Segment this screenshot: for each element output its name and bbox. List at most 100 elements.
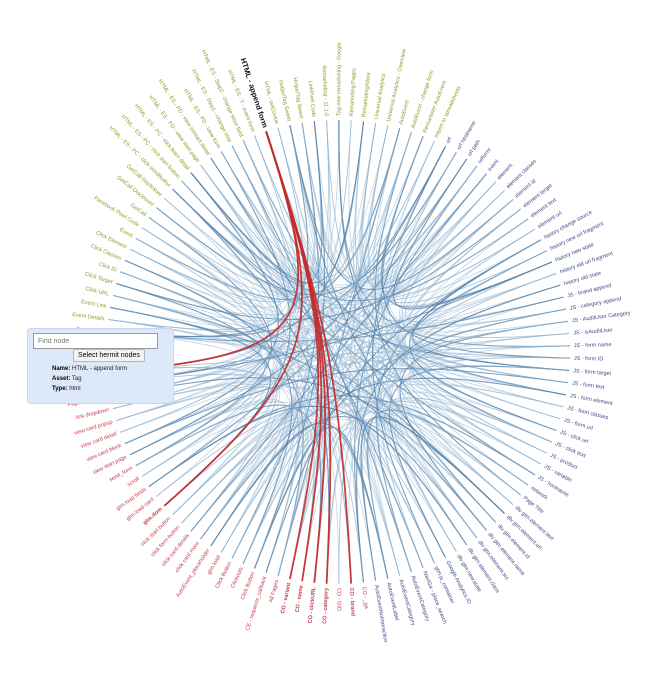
link-curve: [380, 136, 547, 454]
node-label[interactable]: JS - form name: [574, 342, 612, 349]
node-label[interactable]: Universal Analytics: [374, 73, 387, 120]
node-label[interactable]: CO - category: [322, 587, 330, 624]
node-label[interactable]: Remarketing Pages: [349, 68, 358, 117]
node-label[interactable]: GetCall Disclosure: [115, 175, 154, 208]
link-curve: [373, 357, 570, 576]
node-label[interactable]: dlv gtm.element.url: [505, 514, 543, 551]
node-label[interactable]: event: [487, 158, 501, 173]
link-curve: [120, 271, 309, 580]
link-curve: [129, 333, 570, 456]
node-label[interactable]: url path: [467, 139, 482, 158]
node-label[interactable]: JS - brand append: [567, 283, 612, 300]
link-curve: [265, 239, 542, 573]
node-label[interactable]: gtm.load: [206, 555, 222, 576]
link-curve: [367, 397, 552, 579]
link-curve: [124, 259, 293, 564]
node-label[interactable]: CO - brand: [348, 587, 356, 616]
node-info: Name: HTML - append form Asset: Tag Type…: [52, 364, 127, 394]
node-label[interactable]: JS - form element: [569, 393, 613, 407]
node-label[interactable]: Event Link: [81, 299, 108, 310]
link-curve: [210, 157, 424, 569]
node-label[interactable]: Event: [118, 227, 134, 239]
link-curve: [112, 375, 552, 443]
node-label[interactable]: Hotjar/Tag Sweet: [292, 77, 304, 120]
link-curve: [359, 123, 487, 531]
node-label[interactable]: link dropdown: [76, 407, 110, 421]
node-label[interactable]: CO - name: [295, 585, 305, 613]
select-hermit-nodes-button[interactable]: Select hermit nodes: [73, 349, 145, 362]
node-asset-label: Asset:: [52, 376, 71, 382]
node-label[interactable]: GetCall Disclosure: [125, 164, 163, 199]
node-label[interactable]: Facebook Pixel Code: [93, 195, 140, 228]
link-curve: [124, 368, 569, 445]
link-curve: [181, 239, 542, 524]
node-label[interactable]: CO - _ga: [360, 586, 369, 610]
highlight-link-curve: [265, 131, 353, 584]
node-label[interactable]: Click Target: [84, 271, 114, 285]
node-label[interactable]: JS - form text: [571, 381, 605, 391]
node-label[interactable]: JS - form target: [573, 368, 612, 377]
link-curve: [398, 181, 542, 465]
link-curve: [112, 173, 487, 322]
find-node-input[interactable]: [33, 333, 158, 349]
link-curve: [110, 164, 280, 397]
link-curve: [377, 273, 557, 573]
node-label[interactable]: JS - form url: [563, 418, 593, 432]
link-curve: [124, 260, 570, 359]
node-label[interactable]: JS - click url: [559, 430, 589, 446]
link-curve: [124, 199, 514, 444]
link-curve: [210, 157, 505, 514]
link-curve: [353, 121, 446, 558]
node-label[interactable]: network: [529, 485, 548, 501]
node-label[interactable]: All Pages: [268, 579, 280, 603]
node-label[interactable]: Remarketing - 11.1.0: [320, 65, 328, 116]
link-curve: [141, 407, 389, 579]
link-curve: [110, 307, 262, 421]
node-label[interactable]: CO - variant: [280, 582, 292, 614]
link-curve: [106, 331, 567, 396]
link-curve: [220, 228, 536, 553]
link-curve: [277, 127, 457, 552]
node-label[interactable]: CO - clickURL: [308, 586, 318, 624]
node-label[interactable]: dlv gtm.element.src: [476, 540, 509, 582]
link-curve: [129, 248, 564, 408]
link-curve: [289, 124, 497, 523]
link-curve: [110, 273, 557, 333]
link-curve: [231, 165, 478, 559]
node-label[interactable]: JS - isAuditUser: [573, 327, 613, 336]
link-curve: [116, 356, 570, 421]
node-label[interactable]: history new url fragment: [549, 221, 605, 252]
node-label[interactable]: Tag new remarketing - Google: [336, 42, 342, 116]
node-label[interactable]: Click Button: [240, 571, 256, 601]
node-label[interactable]: Click URL: [85, 286, 110, 298]
node-label[interactable]: LinkPixel Code: [307, 80, 317, 117]
node-label[interactable]: AutoEventLabel: [385, 582, 399, 621]
node-label[interactable]: history change source: [543, 210, 593, 241]
link-curve: [129, 248, 567, 332]
node-label[interactable]: JS - AuditUser Category: [572, 310, 632, 324]
node-label[interactable]: Clickouts: [230, 566, 245, 589]
node-label[interactable]: JS - category append: [569, 296, 622, 312]
node-label[interactable]: Event Details: [72, 312, 105, 322]
link-curve: [383, 399, 547, 564]
node-label[interactable]: JS - form classes: [566, 405, 609, 421]
link-curve: [190, 401, 536, 532]
link-curve: [106, 296, 564, 342]
node-label[interactable]: element: [497, 162, 515, 181]
node-label[interactable]: AutoEvent: [398, 99, 411, 126]
node-label[interactable]: AutoEventNoInteraction: [373, 584, 388, 642]
node-label[interactable]: url: [445, 136, 453, 144]
node-label[interactable]: scroll: [126, 476, 140, 488]
node-label[interactable]: Click ID: [98, 261, 118, 273]
node-label[interactable]: JS - form ID: [574, 356, 604, 363]
node-label[interactable]: referrer: [477, 147, 493, 165]
link-curve: [408, 333, 570, 486]
link-curve: [348, 366, 570, 584]
node-label[interactable]: GetCall: [129, 202, 147, 218]
node-label[interactable]: Remarketing/More: [361, 72, 372, 118]
link-curve: [120, 273, 557, 433]
node-label[interactable]: Hotjar/Tag Sweet: [277, 80, 292, 123]
node-label[interactable]: history old state: [563, 270, 602, 287]
node-label[interactable]: CO - GID: [335, 588, 341, 611]
